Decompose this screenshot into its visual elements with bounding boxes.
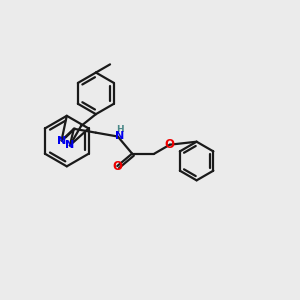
Text: N: N	[65, 140, 74, 150]
Text: H: H	[116, 125, 124, 134]
Text: N: N	[115, 131, 124, 141]
Text: O: O	[165, 138, 175, 151]
Text: O: O	[112, 160, 122, 172]
Text: N: N	[57, 136, 66, 146]
